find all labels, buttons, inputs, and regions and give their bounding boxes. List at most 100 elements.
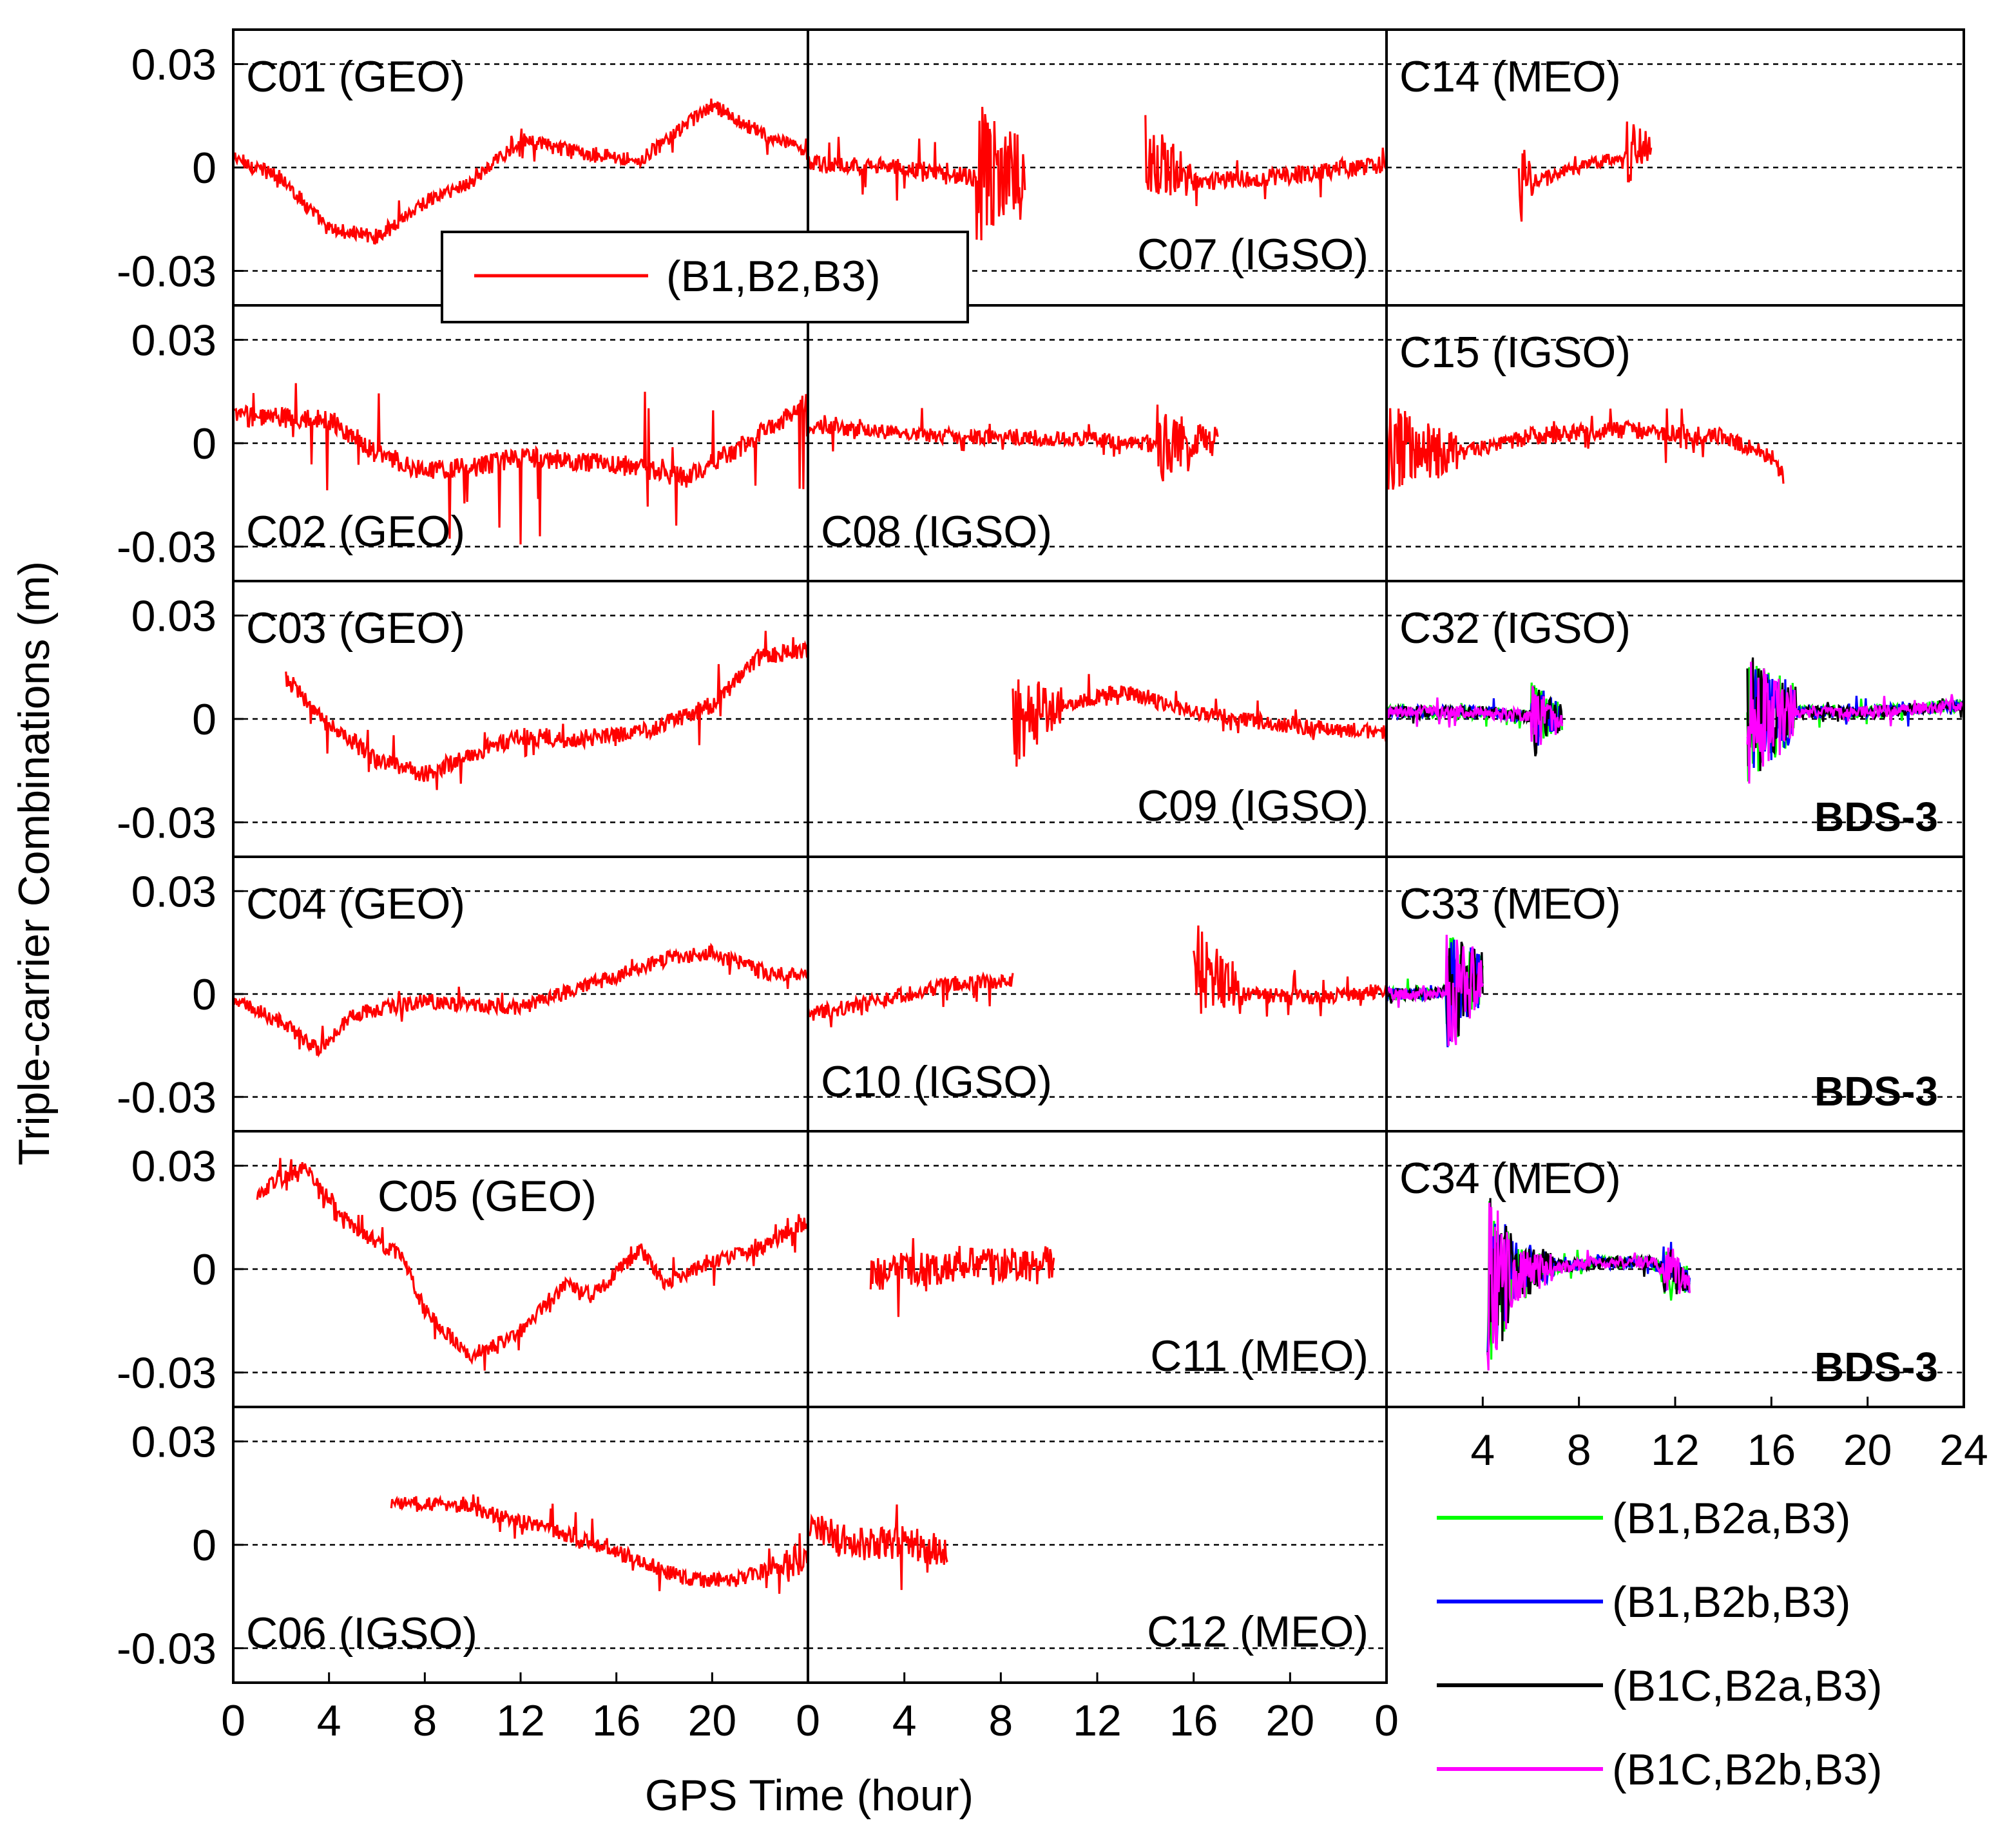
y-tick-label: 0: [192, 1521, 216, 1570]
legend-bottom: (B1,B2a,B3) (B1,B2b,B3) (B1C,B2a,B3) (B1C,B…: [1437, 1494, 1883, 1794]
x-tick-label: 20: [1843, 1426, 1892, 1475]
y-tick-label: 0.03: [131, 316, 216, 365]
y-tick-label: 0: [192, 419, 216, 468]
x-tick-label: 0: [221, 1696, 245, 1745]
panel-c06: C06 (IGSO): [233, 1440, 808, 1658]
panel-c14: C14 (MEO): [1387, 52, 1964, 272]
panel-c08: C08 (IGSO): [808, 339, 1387, 556]
panel-c15: C15 (IGSO): [1387, 328, 1964, 548]
y-tick-label: -0.03: [117, 523, 216, 572]
panel-title: C12 (MEO): [1147, 1607, 1368, 1656]
series-b1b2b3: [1387, 408, 1785, 490]
x-tick-label: 24: [1939, 1426, 1988, 1475]
panel-title: C11 (MEO): [1150, 1332, 1368, 1381]
panel-c09: C09 (IGSO): [808, 615, 1387, 830]
panel-c01: C01 (GEO): [233, 52, 808, 272]
y-axis-label: Triple-carrier Combinations (m): [10, 561, 59, 1165]
series-b1b2ab3: [1387, 665, 1964, 782]
y-tick-label: 0.03: [131, 1142, 216, 1191]
panel-title: C05 (GEO): [378, 1172, 597, 1221]
panel-title: C09 (IGSO): [1137, 781, 1368, 830]
x-tick-label: 12: [1073, 1696, 1122, 1745]
series-b1b2b3: [285, 631, 808, 790]
series-b1cb2ab3: [1486, 1198, 1691, 1354]
legend-label: (B1C,B2b,B3): [1612, 1745, 1883, 1794]
series-b1cb2bb3: [1486, 1202, 1691, 1371]
x-tick-label: 12: [496, 1696, 545, 1745]
x-tick-label: 8: [412, 1696, 437, 1745]
legend-label: (B1,B2b,B3): [1612, 1578, 1850, 1627]
panel-c07: C07 (IGSO): [808, 63, 1387, 279]
series-b1b2b3: [233, 942, 808, 1058]
x-tick-label: 4: [317, 1696, 341, 1745]
x-tick-label: 16: [592, 1696, 641, 1745]
y-tick-label: -0.03: [117, 247, 216, 296]
series-b1b2b3: [808, 106, 1387, 241]
panel-title: C14 (MEO): [1399, 52, 1621, 101]
panel-c10: C10 (IGSO): [808, 890, 1387, 1106]
x-tick-label: 16: [1169, 1696, 1218, 1745]
panel-c04: C04 (GEO): [233, 879, 808, 1098]
x-tick-label: 12: [1651, 1426, 1700, 1475]
x-tick-label: 4: [1470, 1426, 1495, 1475]
panel-title: C33 (MEO): [1399, 879, 1621, 928]
x-tick-label: 8: [988, 1696, 1013, 1745]
series-b1b2b3: [1012, 674, 1387, 767]
panel-title: C06 (IGSO): [246, 1609, 477, 1658]
panel-title: C07 (IGSO): [1137, 230, 1368, 279]
y-tick-label: 0: [192, 695, 216, 744]
y-tick-label: 0.03: [131, 592, 216, 641]
panel-title: C02 (GEO): [246, 507, 465, 556]
legend-label: (B1C,B2a,B3): [1612, 1661, 1883, 1710]
series-b1b2b3: [233, 383, 808, 545]
panel-title: C15 (IGSO): [1399, 328, 1631, 377]
series-b1b2b3: [233, 98, 808, 245]
panel-c32: C32 (IGSO) BDS-3: [1387, 604, 1964, 840]
panel-title: C08 (IGSO): [821, 507, 1052, 556]
panel-c34: C34 (MEO) BDS-3: [1387, 1154, 1964, 1390]
panel-c03: C03 (GEO): [233, 604, 808, 823]
series-b1b2b3: [390, 1494, 808, 1594]
series-b1b2b3: [808, 1504, 948, 1591]
y-tick-label: 0: [192, 1245, 216, 1294]
panel-c33: C33 (MEO) BDS-3: [1387, 879, 1964, 1114]
bds3-label: BDS-3: [1814, 1068, 1938, 1114]
panel-c02: C02 (GEO): [233, 339, 808, 556]
y-tick-label: 0.03: [131, 41, 216, 90]
x-tick-label: 20: [688, 1696, 737, 1745]
y-tick-label: -0.03: [117, 799, 216, 848]
panel-title: C34 (MEO): [1399, 1154, 1621, 1203]
y-tick-label: -0.03: [117, 1625, 216, 1674]
x-tick-label: 20: [1266, 1696, 1315, 1745]
series-b1b2b3: [808, 405, 1219, 482]
y-tick-label: -0.03: [117, 1073, 216, 1122]
panel-title: C32 (IGSO): [1399, 604, 1631, 653]
series-b1cb2bb3: [1387, 662, 1964, 784]
panel-title: C10 (IGSO): [821, 1057, 1052, 1106]
series-b1b2b3: [256, 1158, 808, 1371]
legend-label: (B1,B2a,B3): [1612, 1494, 1850, 1543]
y-tick-label: -0.03: [117, 1349, 216, 1398]
bds3-label: BDS-3: [1814, 1344, 1938, 1390]
panel-c05: C05 (GEO): [233, 1158, 808, 1373]
series-b1cb2bb3: [1387, 934, 1484, 1046]
y-tick-label: 0: [192, 970, 216, 1019]
panels-layer: C01 (GEO) C07 (IGSO) C14 (MEO) C02 (GEO) C08…: [233, 52, 1964, 1658]
y-tick-label: 0: [192, 144, 216, 193]
y-tick-label: 0.03: [131, 1418, 216, 1467]
legend-top: (B1,B2,B3): [441, 231, 969, 323]
x-tick-label: 0: [1374, 1696, 1399, 1745]
x-axis-label: GPS Time (hour): [645, 1771, 974, 1820]
legend-top-label: (B1,B2,B3): [666, 252, 881, 301]
panel-c11: C11 (MEO): [808, 1165, 1387, 1381]
bds3-label: BDS-3: [1814, 794, 1938, 840]
series-b1b2b3: [1517, 121, 1653, 222]
legend-top-frame: [441, 231, 969, 323]
x-tick-label: 8: [1567, 1426, 1591, 1475]
panel-title: C04 (GEO): [246, 879, 465, 928]
y-tick-label: 0.03: [131, 867, 216, 916]
x-tick-label: 0: [796, 1696, 820, 1745]
series-b1b2b3: [869, 1238, 1055, 1317]
x-tick-label: 4: [892, 1696, 917, 1745]
